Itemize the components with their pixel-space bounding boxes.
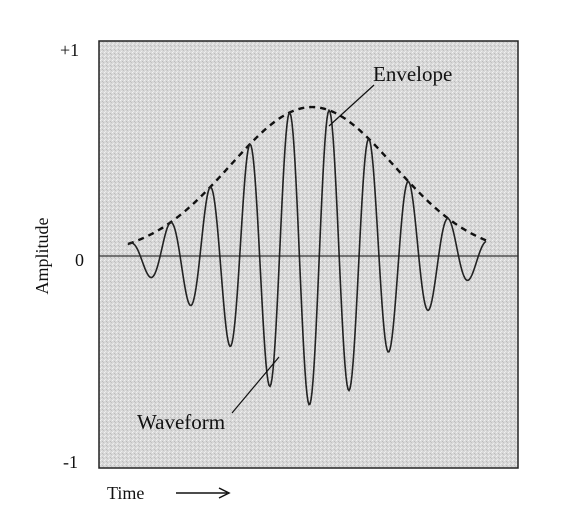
envelope-curve bbox=[127, 105, 487, 246]
waveform-curve bbox=[127, 108, 487, 406]
waveform-label: Waveform bbox=[137, 410, 225, 434]
plot-area bbox=[98, 40, 519, 469]
y-tick-bottom: -1 bbox=[63, 452, 78, 472]
waveform-pointer bbox=[231, 356, 280, 414]
envelope-label: Envelope bbox=[373, 62, 452, 86]
y-tick-zero: 0 bbox=[75, 250, 84, 270]
x-axis-title: Time bbox=[107, 483, 144, 503]
time-arrow-icon bbox=[218, 487, 231, 499]
y-axis-title: Amplitude bbox=[32, 217, 52, 294]
envelope-pointer bbox=[328, 84, 375, 127]
y-tick-top: +1 bbox=[60, 40, 79, 60]
